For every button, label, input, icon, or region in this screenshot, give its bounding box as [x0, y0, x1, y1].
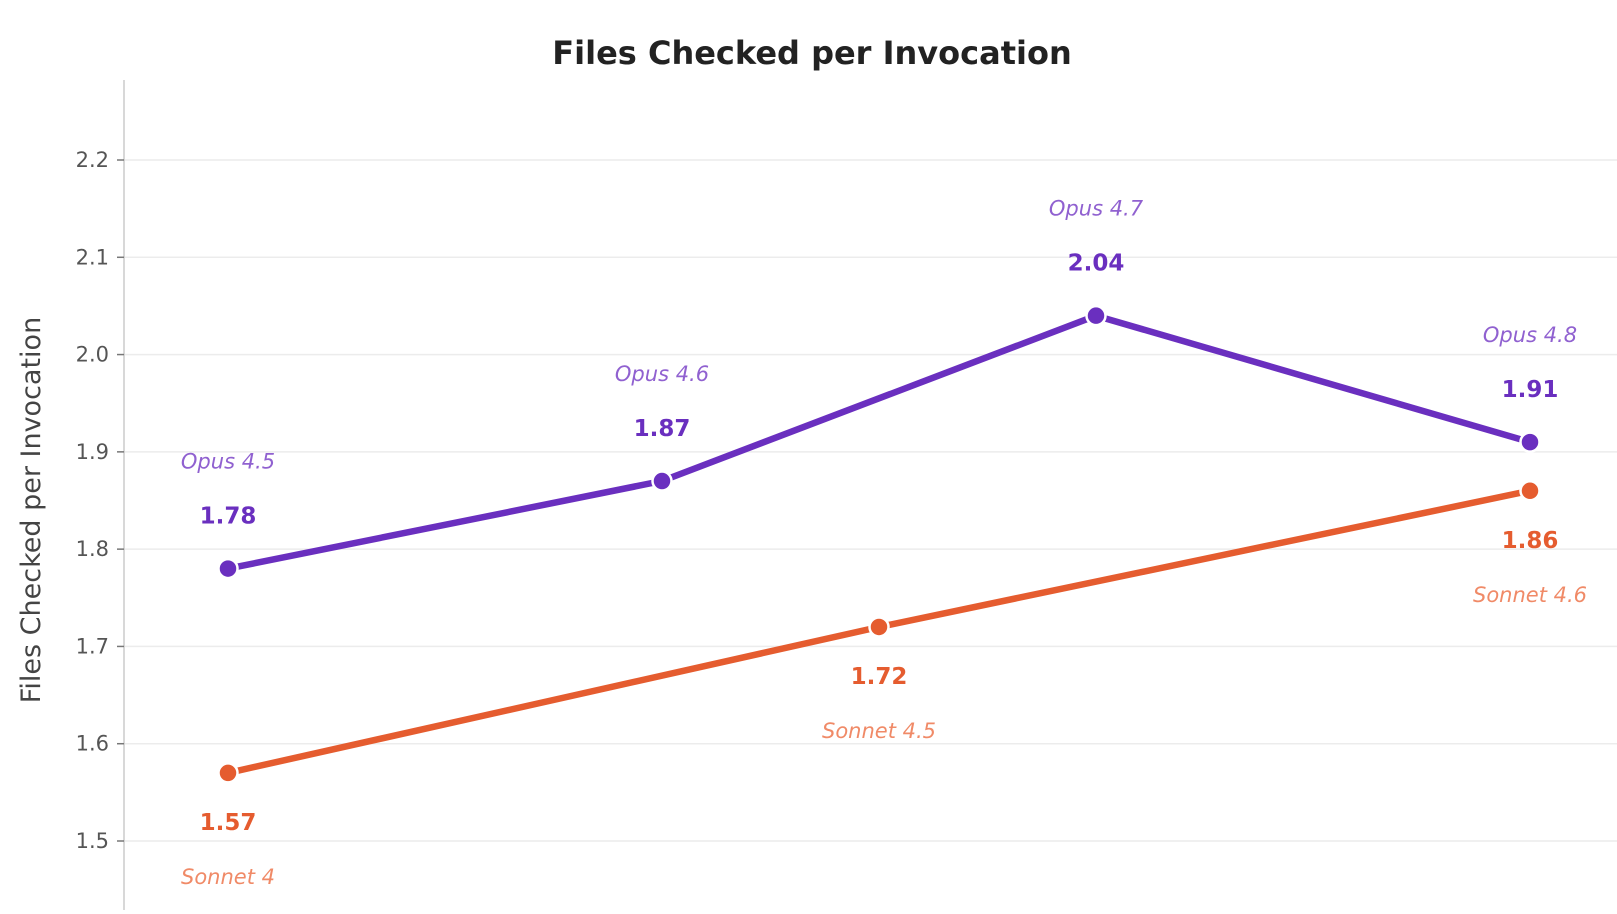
y-tick-label: 1.5 [76, 829, 109, 853]
data-label-layer: 1.78 Opus 4.5 1.87 Opus 4.6 2.04 Opus 4.7 1.91… [181, 197, 1587, 889]
opus-data-point [651, 470, 673, 492]
y-tick-label: 1.7 [76, 634, 109, 658]
y-tick-label: 2.1 [76, 245, 109, 269]
opus-value-label: 2.04 [1068, 251, 1125, 277]
sonnet-point-name-label: Sonnet 4 [181, 865, 275, 889]
sonnet-data-point [217, 762, 239, 784]
sonnet-data-point [1519, 480, 1541, 502]
opus-point-name-label: Opus 4.8 [1483, 323, 1577, 347]
chart-title: Files Checked per Invocation [552, 34, 1071, 72]
opus-point-name-label: Opus 4.6 [615, 362, 709, 386]
opus-data-point [1519, 431, 1541, 453]
y-tick-label: 1.6 [76, 732, 109, 756]
opus-value-label: 1.78 [200, 504, 257, 530]
y-tick-label: 1.9 [76, 440, 109, 464]
opus-point-name-label: Opus 4.5 [181, 450, 275, 474]
opus-data-point [217, 557, 239, 580]
sonnet-data-point [868, 616, 890, 638]
y-tick-label: 2.0 [76, 343, 109, 367]
opus-value-label: 1.87 [634, 416, 691, 442]
y-tick-label: 2.2 [76, 148, 109, 172]
sonnet-point-name-label: Sonnet 4.6 [1473, 583, 1587, 607]
opus-point-name-label: Opus 4.7 [1049, 197, 1144, 221]
sonnet-value-label: 1.57 [200, 810, 257, 836]
y-tick-label: 1.8 [76, 537, 109, 561]
sonnet-value-label: 1.72 [851, 664, 908, 690]
opus-data-point [1085, 304, 1107, 327]
y-axis-title: Files Checked per Invocation [16, 317, 47, 703]
sonnet-value-label: 1.86 [1502, 528, 1559, 554]
y-axis: 1.5 1.6 1.7 1.8 1.9 2.0 2.1 2.2 [76, 80, 125, 910]
sonnet-point-name-label: Sonnet 4.5 [822, 719, 936, 743]
opus-value-label: 1.91 [1502, 377, 1559, 403]
series-layer [217, 304, 1541, 784]
opus-series-line [224, 312, 1534, 572]
